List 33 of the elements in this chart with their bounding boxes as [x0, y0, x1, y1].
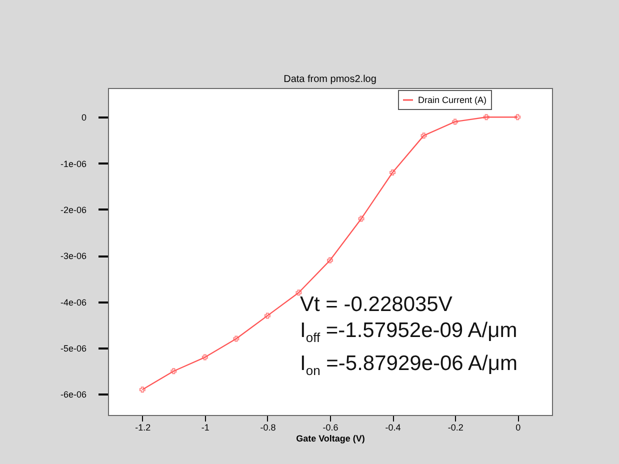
point — [420, 132, 427, 139]
x-tick-label: 0 — [516, 422, 521, 432]
point — [264, 312, 270, 319]
annotation: Vt = -0.228035V — [300, 292, 454, 318]
y-tick-label: -4e-06 — [60, 297, 86, 308]
annotation: I$_{on}$ =-5.87929e-06 A/μm — [300, 351, 518, 380]
point — [233, 336, 240, 342]
x-tick-label: -0.6 — [322, 422, 338, 432]
point — [452, 118, 458, 125]
x-tick-label: -1.2 — [135, 422, 151, 432]
x-tick-label: -0.4 — [385, 422, 401, 432]
y-tick-label: 0 — [81, 112, 86, 123]
legend-label: Drain Current (A) — [418, 95, 487, 105]
point — [514, 114, 521, 120]
point — [358, 216, 364, 222]
point — [202, 354, 208, 360]
point — [327, 257, 333, 264]
chart-title: Data from pmos2.log — [284, 74, 376, 85]
y-tick-label: -3e-06 — [60, 251, 86, 262]
x-tick-label: -0.2 — [448, 422, 464, 432]
point — [170, 368, 177, 374]
x-tick-label: -1 — [201, 422, 210, 432]
point — [483, 114, 490, 120]
x-tick-label: -0.8 — [260, 422, 276, 432]
annotation: I$_{off}$ =-1.57952e-09 A/μm — [300, 318, 518, 348]
x-axis-title: Gate Voltage (V) — [296, 434, 365, 444]
y-tick-label: -6e-06 — [60, 390, 86, 400]
point — [139, 386, 146, 393]
point — [296, 290, 302, 296]
y-tick-label: -1e-06 — [60, 158, 86, 169]
point — [390, 170, 396, 176]
y-tick-label: -2e-06 — [60, 204, 86, 215]
y-tick-label: -5e-06 — [60, 344, 86, 354]
